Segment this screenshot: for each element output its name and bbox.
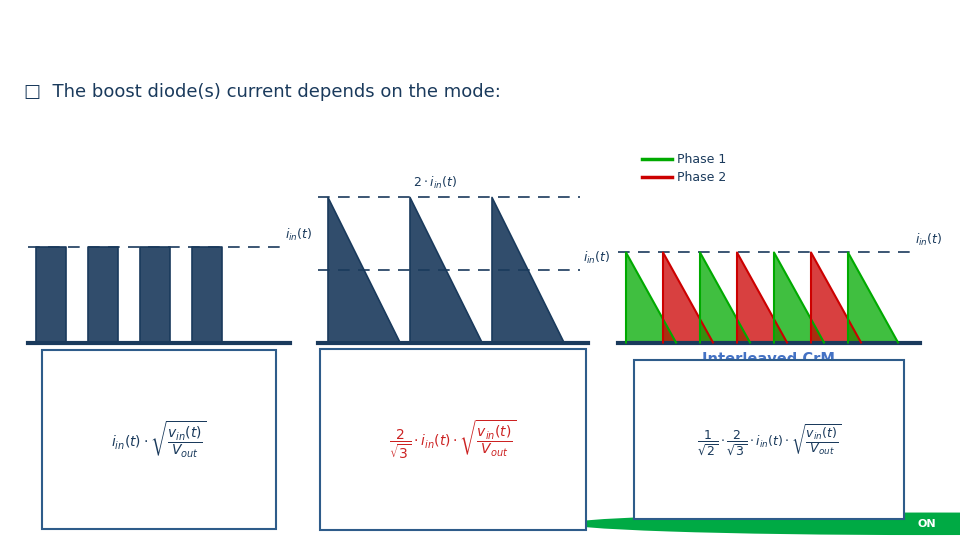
Polygon shape xyxy=(848,253,898,342)
Polygon shape xyxy=(328,198,400,342)
Text: $2 \cdot i_{in}(t)$: $2 \cdot i_{in}(t)$ xyxy=(413,176,457,192)
Text: $i_{in}(t) \cdot \sqrt{\dfrac{v_{in}(t)}{V_{out}}}$: $i_{in}(t) \cdot \sqrt{\dfrac{v_{in}(t)}… xyxy=(111,420,206,460)
Text: rms value
over $T_{sw}$: rms value over $T_{sw}$ xyxy=(169,376,221,402)
Text: 41: 41 xyxy=(19,516,40,531)
Text: $\dfrac{1}{\sqrt{2}} \cdot \dfrac{2}{\sqrt{3}} \cdot i_{in}(t) \cdot \sqrt{\dfra: $\dfrac{1}{\sqrt{2}} \cdot \dfrac{2}{\sq… xyxy=(697,422,841,457)
Polygon shape xyxy=(88,247,118,342)
Circle shape xyxy=(562,511,960,536)
Text: $\dfrac{2}{\sqrt{3}} \cdot i_{in}(t) \cdot \sqrt{\dfrac{v_{in}(t)}{V_{out}}}$: $\dfrac{2}{\sqrt{3}} \cdot i_{in}(t) \cd… xyxy=(390,418,516,461)
Text: Interleaved PFC - Boost Diode Current: Interleaved PFC - Boost Diode Current xyxy=(14,21,612,49)
Text: $i_{in}(t)$: $i_{in}(t)$ xyxy=(915,232,943,248)
Polygon shape xyxy=(774,253,824,342)
Polygon shape xyxy=(140,247,170,342)
Text: Single phase CCM: Single phase CCM xyxy=(85,352,232,367)
Polygon shape xyxy=(492,198,564,342)
Polygon shape xyxy=(700,253,750,342)
Polygon shape xyxy=(626,253,676,342)
Polygon shape xyxy=(410,198,482,342)
Text: Phase 2: Phase 2 xyxy=(677,171,727,184)
Polygon shape xyxy=(663,253,713,342)
Text: $i_{in}(t)$: $i_{in}(t)$ xyxy=(285,227,312,244)
Text: rms value
over $T_{sw}$: rms value over $T_{sw}$ xyxy=(779,376,830,402)
Text: □  The boost diode(s) current depends on the mode:: □ The boost diode(s) current depends on … xyxy=(24,83,501,101)
Polygon shape xyxy=(192,247,222,342)
Text: Interleaved CrM: Interleaved CrM xyxy=(703,352,835,367)
Polygon shape xyxy=(737,253,787,342)
Text: Single phase CrM: Single phase CrM xyxy=(381,352,525,367)
Text: ON Semiconductor®: ON Semiconductor® xyxy=(768,517,898,530)
Text: Phase 1: Phase 1 xyxy=(677,153,727,166)
Polygon shape xyxy=(36,247,66,342)
Polygon shape xyxy=(811,253,861,342)
Text: $i_{in}(t)$: $i_{in}(t)$ xyxy=(583,251,611,266)
Text: ON: ON xyxy=(917,519,936,529)
Text: rms value
over $T_{sw}$: rms value over $T_{sw}$ xyxy=(463,376,515,402)
